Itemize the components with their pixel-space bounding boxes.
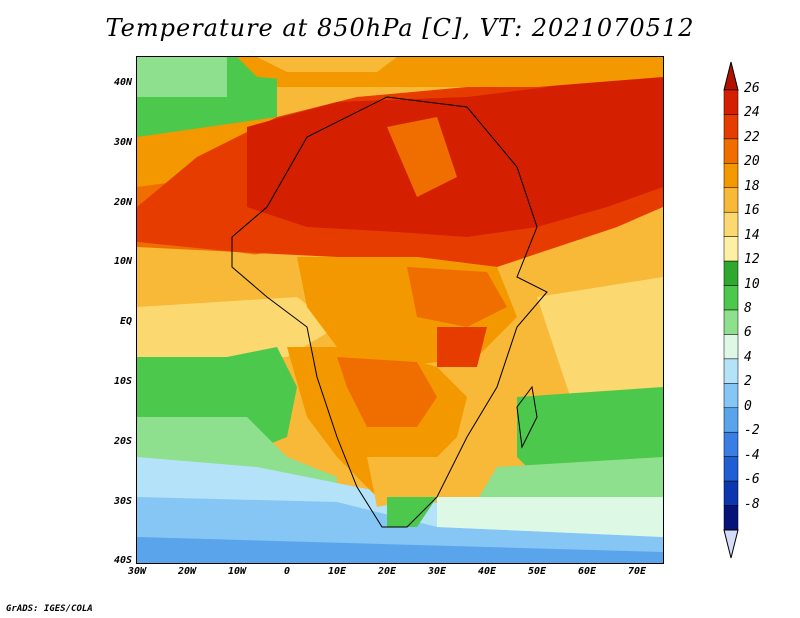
lat-tick-label: 30S — [113, 495, 132, 507]
colorbar — [723, 61, 739, 559]
colorbar-segment — [723, 187, 739, 213]
credit-text: GrADS: IGES/COLA — [6, 604, 93, 614]
lon-tick-label: 30E — [427, 566, 447, 577]
colorbar-segment — [723, 383, 739, 409]
colorbar-level-label: 20 — [744, 154, 760, 170]
colorbar-level-label: -8 — [744, 496, 760, 512]
lat-tick-label: EQ — [119, 316, 132, 328]
colorbar-level-label: 0 — [744, 398, 752, 414]
lat-tick-label: 20N — [113, 196, 132, 208]
temperature-field — [137, 57, 663, 563]
colorbar-segment — [723, 163, 739, 189]
colorbar-segment — [723, 211, 739, 237]
colorbar-segment — [723, 114, 739, 140]
lon-tick-label: 0 — [283, 566, 291, 577]
colorbar-level-label: 14 — [744, 227, 760, 243]
map-title: Temperature at 850hPa [C], VT: 202107051… — [105, 14, 695, 42]
colorbar-level-label: 12 — [744, 252, 760, 268]
colorbar-level-label: 22 — [744, 129, 760, 145]
lon-tick-label: 70E — [627, 566, 647, 577]
colorbar-segment — [723, 505, 739, 531]
colorbar-level-label: 26 — [744, 81, 760, 96]
colorbar-segment — [723, 358, 739, 384]
colorbar-level-label: 8 — [744, 301, 752, 316]
colorbar-level-label: 16 — [744, 203, 760, 219]
lat-tick-label: 40S — [113, 555, 132, 567]
lon-tick-label: 50E — [527, 566, 547, 577]
lon-tick-label: 20E — [377, 566, 397, 577]
lat-tick-label: 10N — [113, 256, 132, 268]
lat-tick-label: 20S — [113, 435, 132, 447]
lon-tick-label: 60E — [577, 566, 597, 577]
colorbar-segment — [723, 309, 739, 335]
colorbar-level-label: -6 — [744, 472, 760, 488]
colorbar-level-label: -2 — [744, 423, 760, 439]
colorbar-segment — [723, 456, 739, 482]
colorbar-top-arrow — [723, 61, 739, 91]
lon-tick-label: 40E — [477, 566, 497, 577]
colorbar-segment — [723, 480, 739, 506]
colorbar-level-label: 4 — [744, 349, 752, 365]
colorbar-level-label: 2 — [744, 374, 752, 390]
colorbar-bottom-arrow — [723, 529, 739, 559]
colorbar-segment — [723, 431, 739, 457]
colorbar-segment — [723, 285, 739, 311]
lon-tick-label: 20W — [177, 566, 197, 577]
lon-tick-label: 10W — [227, 566, 247, 577]
colorbar-level-label: 18 — [744, 178, 760, 194]
colorbar-segment — [723, 89, 739, 115]
colorbar-segment — [723, 236, 739, 262]
colorbar-segment — [723, 260, 739, 286]
colorbar-level-label: 10 — [744, 276, 760, 292]
lat-tick-label: 40N — [113, 77, 132, 88]
lon-tick-label: 30W — [127, 566, 147, 577]
colorbar-segment — [723, 407, 739, 433]
lat-tick-label: 30N — [113, 136, 132, 148]
lon-tick-label: 10E — [327, 566, 347, 577]
colorbar-level-label: 6 — [744, 325, 752, 341]
colorbar-level-label: -4 — [744, 447, 760, 463]
colorbar-level-label: 24 — [744, 105, 760, 121]
temperature-map — [136, 56, 664, 564]
colorbar-segment — [723, 138, 739, 164]
lat-tick-label: 10S — [113, 376, 132, 387]
colorbar-segment — [723, 334, 739, 360]
